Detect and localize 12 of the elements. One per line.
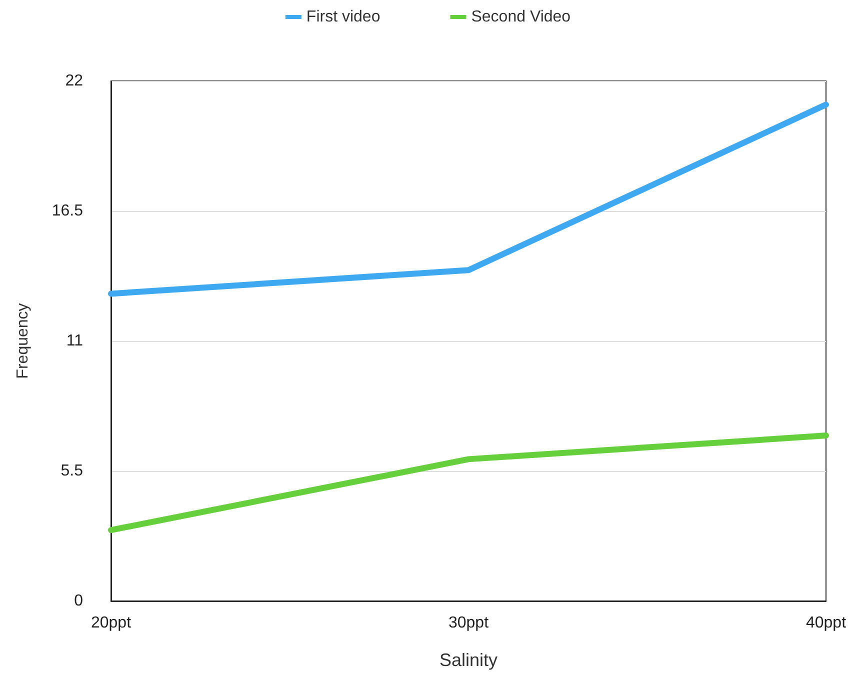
y-tick-label: 11 [66,332,84,350]
x-axis-title: Salinity [439,650,498,670]
y-tick-label: 22 [65,72,84,90]
x-tick-label: 30ppt [448,614,490,632]
x-tick-label: 40ppt [806,614,847,632]
y-axis-title: Frequency [14,303,32,379]
x-tick-label: 20ppt [90,614,132,632]
y-tick-label: 0 [74,592,84,610]
y-tick-label: 16.5 [52,202,84,220]
y-tick-label: 5.5 [60,462,84,480]
legend-label: Second Video [471,8,571,26]
legend-label: First video [306,8,380,26]
